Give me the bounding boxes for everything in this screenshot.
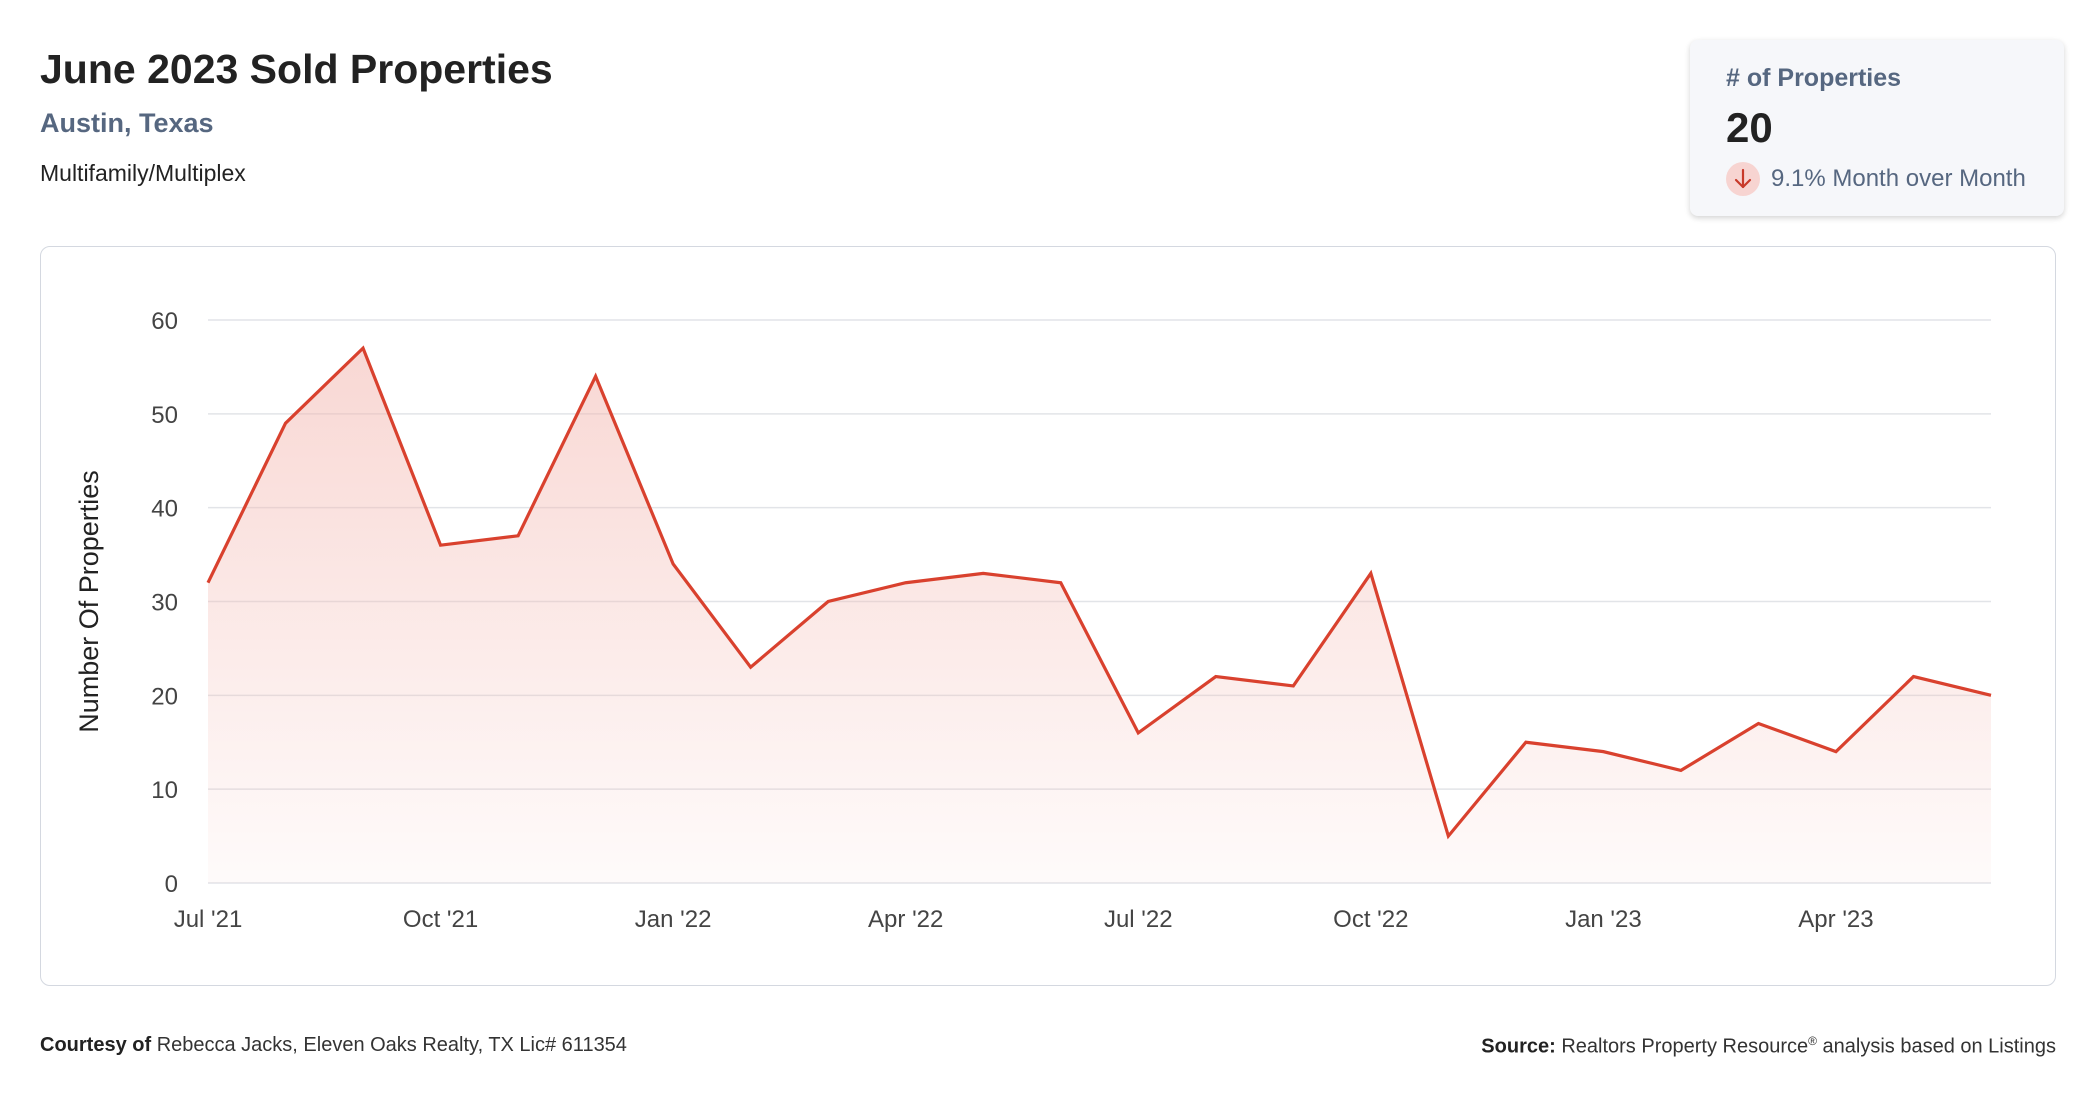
kpi-card: # of Properties 20 9.1% Month over Month: [1690, 40, 2064, 216]
data-point: [1213, 674, 1219, 680]
data-point: [1600, 749, 1606, 755]
data-point: [515, 533, 521, 539]
data-point: [360, 345, 366, 351]
sold-properties-chart: 0 10 20 30 40 50 60 Jul '21 Oct '21 Jan '22 Apr '2…: [74, 308, 1994, 933]
series-area: [208, 348, 1991, 883]
data-point: [1368, 570, 1374, 576]
data-point: [1988, 692, 1994, 698]
data-point: [1290, 683, 1296, 689]
x-tick-label: Jan '23: [1565, 906, 1642, 933]
registered-mark: ®: [1808, 1034, 1817, 1048]
footer-courtesy: Courtesy of Rebecca Jacks, Eleven Oaks R…: [40, 1034, 627, 1057]
page-title: June 2023 Sold Properties: [40, 46, 553, 92]
footer-source: Source: Realtors Property Resource® anal…: [1481, 1034, 2056, 1059]
y-tick-label: 10: [151, 777, 178, 804]
x-tick-label: Oct '22: [1333, 906, 1408, 933]
x-tick-label: Oct '21: [403, 906, 478, 933]
data-point: [903, 580, 909, 586]
data-point: [670, 561, 676, 567]
y-tick-label: 0: [165, 871, 178, 898]
kpi-value: 20: [1726, 104, 1773, 151]
kpi-change: 9.1% Month over Month: [1726, 162, 2026, 196]
y-tick-label: 20: [151, 683, 178, 710]
data-point: [283, 420, 289, 426]
x-tick-label: Jan '22: [635, 906, 712, 933]
data-point: [1523, 739, 1529, 745]
data-point: [1058, 580, 1064, 586]
data-point: [825, 599, 831, 605]
x-tick-label: Apr '23: [1798, 906, 1873, 933]
y-tick-label: 50: [151, 402, 178, 429]
data-point: [438, 542, 444, 548]
data-point: [1910, 674, 1916, 680]
y-tick-label: 30: [151, 590, 178, 617]
data-point: [205, 580, 211, 586]
data-point: [593, 373, 599, 379]
source-text-b: analysis based on Listings: [1822, 1035, 2056, 1058]
x-tick-label: Jul '21: [174, 906, 243, 933]
data-point: [748, 664, 754, 670]
data-point: [980, 570, 986, 576]
data-point: [1833, 749, 1839, 755]
source-text-a: Realtors Property Resource: [1561, 1035, 1809, 1058]
location-subtitle: Austin, Texas: [40, 108, 214, 138]
kpi-label: # of Properties: [1726, 64, 1902, 92]
kpi-change-text: 9.1% Month over Month: [1771, 165, 2026, 192]
series-line: [206, 345, 1992, 840]
source-label: Source:: [1481, 1035, 1556, 1058]
chart-frame: 0 10 20 30 40 50 60 Jul '21 Oct '21 Jan '22 Apr '2…: [40, 246, 2056, 986]
y-axis-label: Number Of Properties: [74, 470, 104, 733]
x-tick-label: Apr '22: [868, 906, 943, 933]
y-tick-label: 40: [151, 496, 178, 523]
data-point: [1678, 767, 1684, 773]
courtesy-label: Courtesy of: [40, 1034, 152, 1056]
courtesy-text: Rebecca Jacks, Eleven Oaks Realty, TX Li…: [156, 1034, 627, 1056]
y-tick-label: 60: [151, 308, 178, 335]
data-point: [1135, 730, 1141, 736]
data-point: [1755, 720, 1761, 726]
data-point: [1445, 833, 1451, 839]
x-tick-label: Jul '22: [1104, 906, 1173, 933]
property-type-label: Multifamily/Multiplex: [40, 160, 246, 186]
arrow-down-icon: [1726, 162, 1760, 196]
